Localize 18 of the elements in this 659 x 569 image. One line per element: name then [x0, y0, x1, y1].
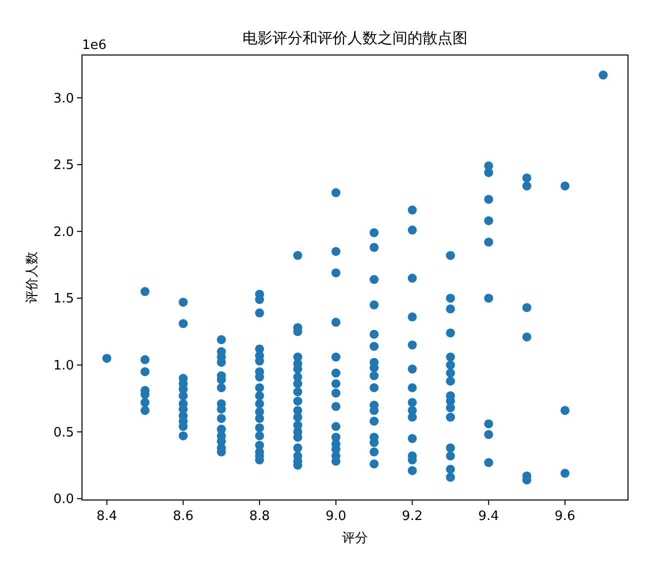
y-tick-label: 2.5 — [53, 158, 74, 174]
x-tick-label: 9.4 — [478, 509, 499, 524]
x-tick-label: 8.4 — [96, 509, 118, 524]
title: 电影评分和评价人数之间的散点图 — [242, 29, 468, 47]
ylabel: 评价人数 — [25, 252, 40, 304]
x-tick-label: 8.8 — [249, 509, 270, 524]
y-tick-label: 0.0 — [53, 492, 74, 508]
x-tick-label: 9.6 — [554, 509, 576, 524]
x-tick-label: 9.0 — [326, 509, 346, 524]
x-tick-label: 9.2 — [402, 509, 423, 524]
y-tick-label: 2.0 — [53, 224, 74, 240]
x-tick-label: 8.6 — [172, 509, 194, 524]
y-tick-label: 3.0 — [53, 91, 74, 106]
y-tick-label: 0.5 — [53, 425, 74, 440]
xlabel: 评分 — [342, 531, 368, 546]
y-tick-label: 1.5 — [53, 292, 74, 307]
annotation: 1e6 — [82, 38, 107, 53]
y-tick-label: 1.0 — [53, 358, 74, 374]
